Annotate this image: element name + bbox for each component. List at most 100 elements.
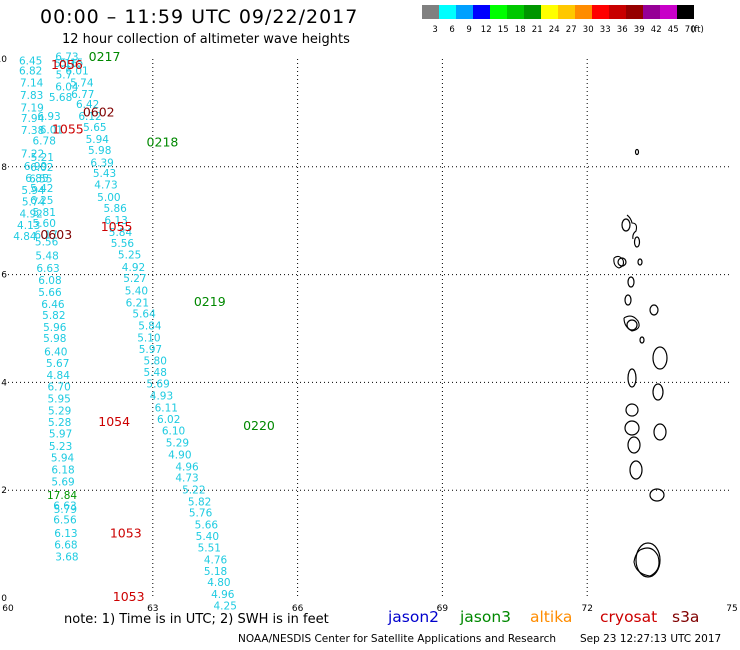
wave-height-value: 5.15 (60, 58, 83, 70)
wave-height-value: 6.11 (155, 403, 178, 415)
wave-height-value: 3.68 (55, 551, 78, 563)
wave-height-value: 7.83 (20, 90, 43, 102)
x-tick-label: 66 (292, 604, 304, 612)
color-scale-label: 24 (548, 25, 560, 35)
color-scale-swatch (541, 5, 558, 19)
y-tick-label: 8 (1, 163, 7, 173)
x-tick-label: 69 (437, 604, 449, 612)
color-scale-label: 21 (531, 25, 543, 35)
color-scale-label: 6 (449, 25, 455, 35)
wave-height-value: 6.04 (55, 81, 79, 93)
wave-height-value: 6.56 (53, 515, 77, 527)
wave-height-value: 5.28 (48, 417, 71, 429)
wave-height-value: 4.90 (168, 449, 191, 461)
wave-height-value: 6.08 (38, 275, 61, 287)
wave-height-value: 5.68 (49, 92, 72, 104)
wave-height-value: 6.70 (47, 381, 70, 393)
island-outline (649, 488, 665, 502)
chart-title: 00:00 – 11:59 UTC 09/22/2017 (40, 6, 359, 28)
color-scale-swatch (609, 5, 626, 19)
color-scale-label: 36 (616, 25, 628, 35)
wave-height-value: 4.80 (207, 577, 230, 589)
generated-timestamp: Sep 23 12:27:13 UTC 2017 (580, 633, 722, 645)
wave-height-value: 6.63 (36, 263, 59, 275)
legend-jason2: jason2 (388, 608, 440, 626)
wave-height-value: 5.23 (49, 441, 72, 453)
wave-height-value: 5.86 (103, 203, 127, 215)
wave-height-value: 6.17 (34, 229, 57, 241)
y-tick-label: 0 (1, 594, 7, 604)
footer-note: note: 1) Time is in UTC; 2) SWH is in fe… (64, 612, 329, 627)
x-tick-label: 60 (2, 604, 14, 612)
y-tick-label: 4 (1, 378, 7, 388)
x-tick-label: 63 (147, 604, 158, 612)
color-scale-swatch (660, 5, 677, 19)
wave-height-value: 6.82 (19, 66, 42, 78)
wave-height-value: 6.02 (157, 414, 180, 426)
color-scale-label: 45 (667, 25, 679, 35)
wave-height-value: 5.74 (22, 197, 46, 209)
island-outline (637, 258, 643, 266)
pass-time-label: 0218 (147, 134, 179, 149)
island-outline (652, 383, 664, 401)
wave-height-value: 7.19 (20, 102, 43, 114)
island-outline (624, 420, 640, 436)
wave-height-value: 5.95 (47, 393, 70, 405)
pass-time-label: 0219 (194, 294, 226, 309)
wave-height-value: 5.48 (144, 367, 167, 379)
color-scale-label: 33 (599, 25, 611, 35)
wave-height-value: 4.76 (204, 555, 228, 567)
wave-height-value: 6.45 (19, 55, 42, 67)
wave-height-value: 5.40 (196, 531, 219, 543)
color-scale-label: 3 (432, 25, 438, 35)
chart-subtitle: 12 hour collection of altimeter wave hei… (62, 32, 350, 47)
color-scale-label: 18 (514, 25, 526, 35)
wave-height-value: 5.29 (48, 406, 71, 418)
wave-height-value: 5.16 (54, 58, 78, 70)
coastline-segment (623, 315, 640, 332)
x-tick-label: 75 (726, 604, 737, 612)
color-scale-swatch (490, 5, 507, 19)
wave-height-value: 5.67 (46, 358, 69, 370)
wave-height-value: 5.40 (125, 286, 148, 298)
wave-height-value: 6.85 (25, 173, 48, 185)
y-tick-label: 6 (1, 271, 7, 281)
wave-height-value: 5.94 (51, 453, 75, 465)
wave-height-value: 5.69 (51, 476, 74, 488)
wave-height-value: 6.68 (54, 539, 77, 551)
wave-height-value: 5.96 (43, 322, 67, 334)
wave-height-value: 5.56 (111, 238, 135, 250)
color-scale-label: 12 (480, 25, 492, 35)
wave-height-value: 4.84 (47, 370, 71, 382)
wave-height-value: 5.80 (144, 356, 167, 368)
color-scale-label: 27 (565, 25, 577, 35)
wave-height-value: 4.73 (175, 473, 198, 485)
wave-height-value: 6.55 (29, 173, 52, 185)
island-outline (627, 368, 637, 388)
color-scale-swatch (473, 5, 490, 19)
island-outline (652, 346, 668, 370)
wave-height-value: 6.63 (53, 501, 76, 513)
island-outline (649, 304, 659, 316)
wave-height-value: 4.96 (175, 461, 199, 473)
wave-height-value: 5.66 (195, 519, 219, 531)
wave-height-value: 5.7 (56, 69, 73, 81)
wave-height-value: 4.92 (122, 262, 145, 274)
wave-height-value: 4.13 (17, 220, 40, 232)
wave-height-value: 5.64 (132, 309, 156, 321)
wave-height-value: 6.39 (90, 157, 113, 169)
pass-time-label: 1053 (113, 589, 145, 604)
wave-height-value: 5.66 (38, 287, 62, 299)
wave-height-value: 5.18 (204, 566, 227, 578)
color-scale-label: 30 (582, 25, 594, 35)
credit-text: NOAA/NESDIS Center for Satellite Applica… (238, 633, 556, 645)
wave-height-value: 7.38 (21, 125, 44, 137)
wave-height-value: 5.84 (109, 227, 133, 239)
y-tick-label: 10 (0, 55, 7, 65)
wave-height-value: 6.13 (54, 528, 77, 540)
wave-height-value: 6.99 (24, 161, 47, 173)
wave-height-value: 5.60 (33, 218, 56, 230)
color-scale-swatch (626, 5, 643, 19)
wave-height-value: 5.82 (188, 496, 211, 508)
color-scale-label: 15 (497, 25, 509, 35)
